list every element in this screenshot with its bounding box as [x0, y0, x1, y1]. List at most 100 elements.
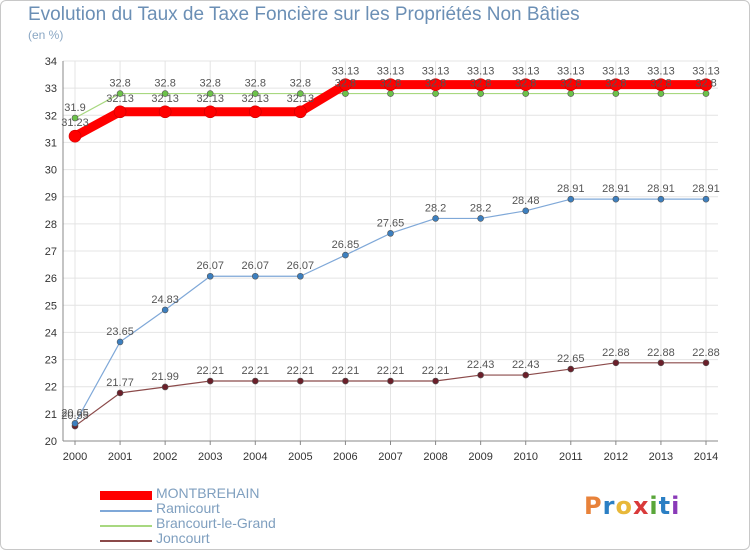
data-label: 22.88 [692, 347, 720, 359]
data-point [657, 195, 665, 203]
x-tick-label: 2013 [649, 451, 673, 463]
logo-letter: i [649, 492, 659, 520]
x-tick-label: 2004 [243, 451, 267, 463]
data-label: 32.13 [287, 93, 315, 105]
data-label: 22.21 [287, 365, 315, 377]
data-point [116, 90, 124, 97]
data-point [429, 78, 442, 91]
data-label: 26.07 [242, 260, 270, 272]
data-label: 33.13 [332, 66, 360, 78]
data-label: 22.21 [377, 365, 405, 377]
data-label: 21.99 [151, 371, 179, 383]
data-label: 26.07 [287, 260, 315, 272]
data-point [519, 78, 533, 91]
x-tick-label: 2002 [153, 451, 177, 463]
data-label: 33.13 [692, 66, 720, 78]
x-tick-label: 2008 [423, 451, 447, 463]
legend-swatch-ramicourt [100, 510, 152, 512]
legend-swatch-brancourt [100, 525, 152, 527]
x-tick-label: 2001 [108, 451, 132, 463]
data-point [612, 195, 620, 203]
data-point [297, 90, 304, 97]
x-tick-label: 2000 [63, 451, 87, 463]
x-tick-label: 2003 [198, 451, 222, 463]
logo-letter: o [615, 492, 633, 520]
data-label: 20.55 [61, 410, 89, 422]
y-tick-label: 32 [45, 110, 57, 122]
data-point [339, 78, 352, 91]
data-point [71, 420, 79, 427]
data-label: 32.8 [425, 78, 446, 90]
data-label: 32.8 [335, 78, 356, 90]
data-point [567, 90, 575, 97]
legend-swatch-montbrehain [100, 491, 152, 500]
y-tick-label: 24 [45, 327, 57, 339]
data-label: 32.8 [695, 78, 716, 90]
data-point [564, 78, 578, 91]
legend-swatch-joncourt [100, 540, 152, 542]
data-label: 32.8 [290, 78, 311, 90]
data-label: 32.13 [242, 93, 270, 105]
y-tick-label: 20 [45, 436, 57, 448]
x-tick-label: 2005 [288, 451, 312, 463]
data-label: 33.13 [467, 66, 495, 78]
data-label: 21.77 [106, 377, 134, 389]
data-label: 26.07 [196, 260, 224, 272]
x-tick-label: 2007 [378, 451, 402, 463]
data-point [477, 90, 484, 97]
proxiti-logo: Proxiti [584, 492, 680, 520]
data-label: 22.43 [467, 359, 495, 371]
data-label: 22.21 [422, 365, 450, 377]
data-label: 33.13 [512, 66, 540, 78]
data-point [206, 90, 214, 97]
data-point [567, 365, 575, 373]
logo-letter: t [658, 492, 672, 520]
data-point [702, 195, 710, 203]
data-label: 28.91 [647, 183, 675, 195]
y-tick-label: 22 [45, 382, 57, 394]
data-point [161, 90, 169, 97]
data-point [522, 207, 530, 215]
chart-title: Evolution du Taux de Taxe Foncière sur l… [28, 4, 580, 25]
data-label: 28.2 [470, 202, 491, 214]
data-label: 28.48 [512, 195, 540, 207]
data-label: 23.65 [106, 326, 134, 338]
y-tick-label: 25 [45, 300, 57, 312]
data-label: 28.91 [557, 183, 585, 195]
data-label: 32.13 [196, 93, 224, 105]
data-label: 32.13 [106, 93, 134, 105]
data-point [68, 129, 82, 143]
data-label: 22.65 [557, 353, 585, 365]
data-label: 22.88 [602, 347, 630, 359]
y-tick-label: 34 [45, 56, 57, 68]
data-point [432, 215, 439, 222]
y-tick-label: 23 [45, 355, 57, 367]
data-label: 20.65 [61, 407, 89, 419]
data-point [161, 306, 169, 314]
data-point [116, 389, 124, 397]
data-point [251, 272, 259, 280]
data-label: 32.8 [470, 78, 491, 90]
data-point [432, 90, 439, 97]
unit-label: (en %) [28, 28, 64, 42]
data-point [612, 90, 620, 97]
data-label: 32.8 [605, 78, 626, 90]
data-label: 32.8 [380, 78, 401, 90]
data-point [387, 90, 394, 97]
data-label: 32.8 [245, 78, 266, 90]
data-point [297, 272, 304, 280]
data-point [161, 383, 169, 391]
data-point [522, 90, 530, 97]
data-point [657, 90, 665, 97]
data-label: 32.8 [560, 78, 581, 90]
data-point [699, 78, 713, 91]
logo-letter: P [584, 492, 603, 520]
x-tick-label: 2006 [333, 451, 357, 463]
x-tick-label: 2012 [604, 451, 628, 463]
data-label: 26.85 [332, 239, 360, 251]
x-tick-label: 2009 [468, 451, 492, 463]
legend-label-ramicourt: Ramicourt [156, 500, 220, 516]
data-label: 28.91 [692, 183, 720, 195]
data-label: 22.43 [512, 359, 540, 371]
